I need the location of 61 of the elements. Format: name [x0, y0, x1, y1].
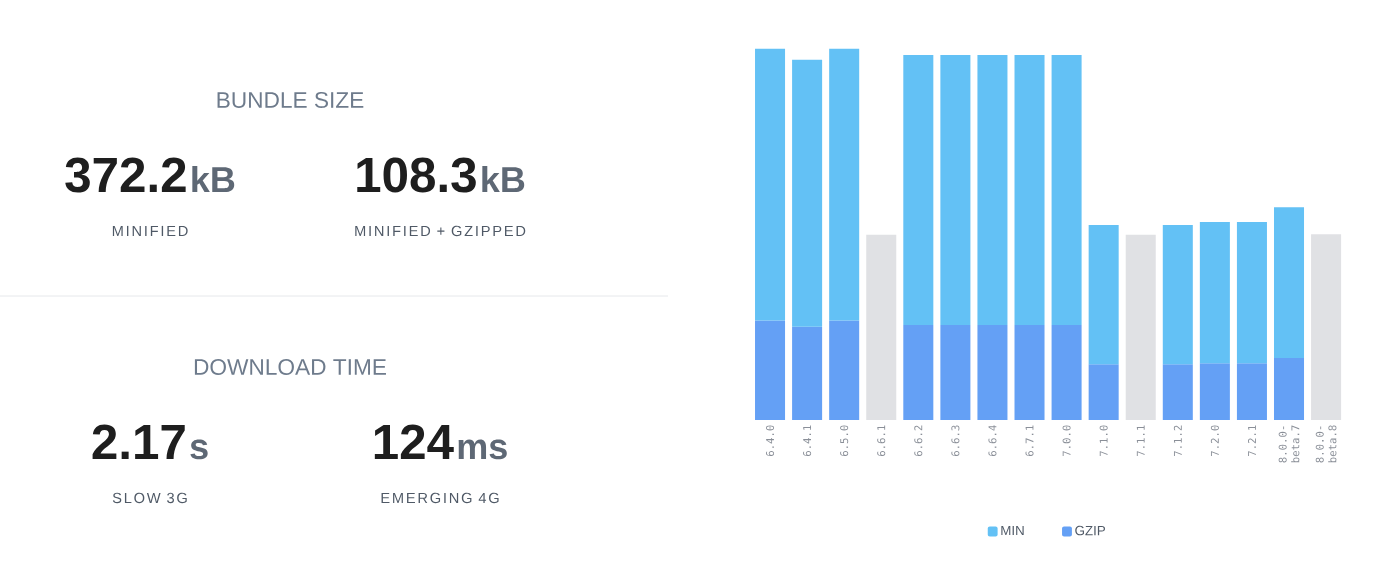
x-tick-label: 7.1.1: [1136, 425, 1145, 457]
bar: [1236, 363, 1267, 420]
text: ms: [458, 439, 507, 460]
bar: [940, 55, 971, 325]
x-tick-label: 7.1.0: [1099, 425, 1108, 457]
bar: [1051, 324, 1082, 420]
bar: [792, 326, 823, 420]
text: 372.2: [65, 157, 186, 193]
x-tick-label: 8.0.0-beta.8: [1315, 425, 1337, 463]
text: MINIFIED + GZIPPED: [355, 225, 526, 237]
x-tick-label: 6.6.1: [877, 425, 886, 457]
x-tick-label: 6.6.4: [988, 425, 997, 457]
x-tick-label: 7.0.0: [1062, 425, 1071, 457]
bar: [1014, 55, 1045, 325]
bar: [903, 55, 934, 325]
x-tick-label: 6.4.1: [803, 425, 812, 457]
x-tick-label: 7.2.1: [1247, 425, 1256, 457]
bar: [903, 324, 934, 420]
bar: [866, 234, 897, 420]
bar: [1199, 222, 1230, 364]
bar: [1051, 55, 1082, 325]
x-tick-label: 6.6.2: [914, 425, 923, 457]
bar: [1088, 364, 1119, 420]
bar: [1274, 207, 1305, 358]
text: kB: [192, 165, 235, 192]
bar: [1125, 234, 1156, 420]
bar: [1088, 225, 1119, 365]
bar: [792, 59, 823, 327]
bar: [755, 320, 786, 420]
text: s: [190, 439, 208, 460]
bar: [829, 48, 860, 321]
text: MINIFIED: [112, 225, 188, 236]
x-tick-label: 7.1.2: [1173, 425, 1182, 457]
x-tick-label: 8.0.0-beta.7: [1278, 425, 1300, 463]
bar: [1311, 234, 1342, 420]
x-tick-label: 6.5.0: [840, 425, 849, 457]
text: DOWNLOAD TIME: [194, 358, 386, 376]
bar: [940, 324, 971, 420]
bar: [829, 320, 860, 420]
bar: [755, 48, 786, 321]
text: EMERGING 4G: [381, 492, 499, 504]
x-tick-label: 6.6.3: [951, 425, 960, 457]
bar: [1274, 357, 1305, 420]
bar: [977, 55, 1008, 325]
bar: [1236, 222, 1267, 364]
bar: [977, 324, 1008, 420]
text: 108.3: [357, 157, 476, 193]
bar: [1162, 364, 1193, 420]
legend-label: MIN: [1001, 525, 1024, 536]
x-tick-label: 6.4.0: [765, 425, 775, 457]
bar: [1199, 363, 1230, 420]
legend-label: GZIP: [1075, 525, 1106, 536]
x-tick-label: 7.2.0: [1210, 425, 1219, 457]
text: SLOW 3G: [112, 492, 187, 504]
text: BUNDLE SIZE: [217, 91, 364, 109]
text: 124: [374, 424, 454, 459]
bar: [1014, 324, 1045, 420]
bar: [1162, 225, 1193, 365]
text: kB: [482, 165, 525, 192]
text: 2.17: [92, 424, 185, 459]
x-tick-label: 6.7.1: [1025, 425, 1034, 457]
